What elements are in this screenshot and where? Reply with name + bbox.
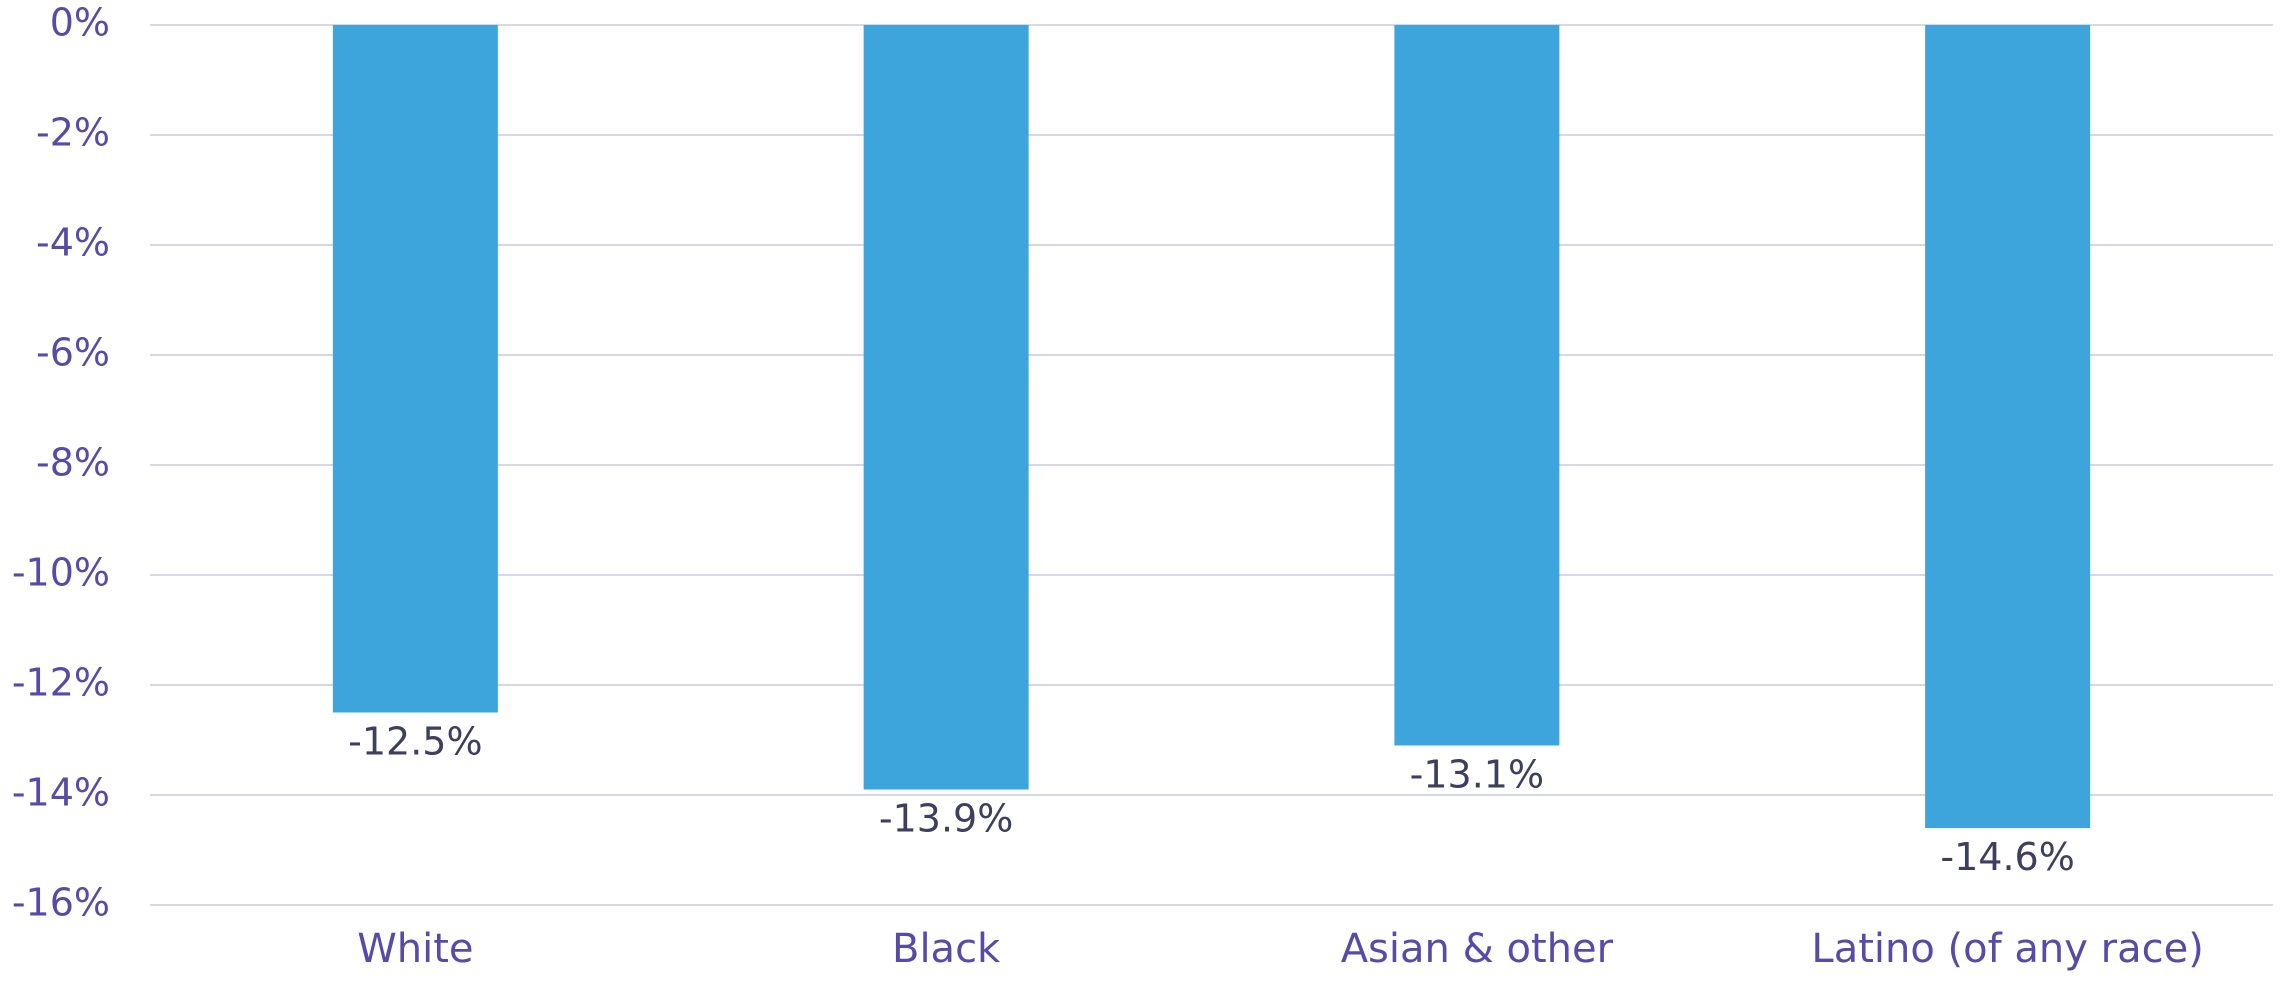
data-label: -12.5% bbox=[348, 720, 482, 764]
bar bbox=[332, 25, 498, 713]
y-tick-label: -2% bbox=[36, 111, 110, 155]
x-tick-label: Latino (of any race) bbox=[1811, 926, 2203, 972]
y-tick-label: -14% bbox=[12, 771, 110, 815]
bars bbox=[332, 25, 2091, 828]
bar bbox=[1925, 25, 2091, 828]
x-tick-label: Black bbox=[892, 926, 1001, 972]
y-tick-label: -8% bbox=[36, 441, 110, 485]
x-tick-label: Asian & other bbox=[1341, 926, 1614, 972]
y-tick-label: 0% bbox=[50, 1, 110, 45]
bar bbox=[863, 25, 1029, 790]
y-tick-label: -16% bbox=[12, 881, 110, 925]
bar bbox=[1394, 25, 1560, 746]
data-labels: -12.5% -13.9% -13.1% -14.6% bbox=[348, 720, 2075, 880]
x-tick-label: White bbox=[357, 926, 473, 972]
gridlines bbox=[150, 24, 2273, 906]
y-axis-tick-labels: 0% -2% -4% -6% -8% -10% -12% -14% -16% bbox=[12, 1, 110, 925]
data-label: -14.6% bbox=[1940, 835, 2074, 879]
x-axis-tick-labels: White Black Asian & other Latino (of any ra… bbox=[357, 926, 2204, 972]
y-tick-label: -10% bbox=[12, 551, 110, 595]
y-tick-label: -6% bbox=[36, 331, 110, 375]
y-tick-label: -12% bbox=[12, 661, 110, 705]
data-label: -13.9% bbox=[879, 797, 1013, 841]
y-tick-label: -4% bbox=[36, 221, 110, 265]
data-label: -13.1% bbox=[1410, 753, 1544, 797]
